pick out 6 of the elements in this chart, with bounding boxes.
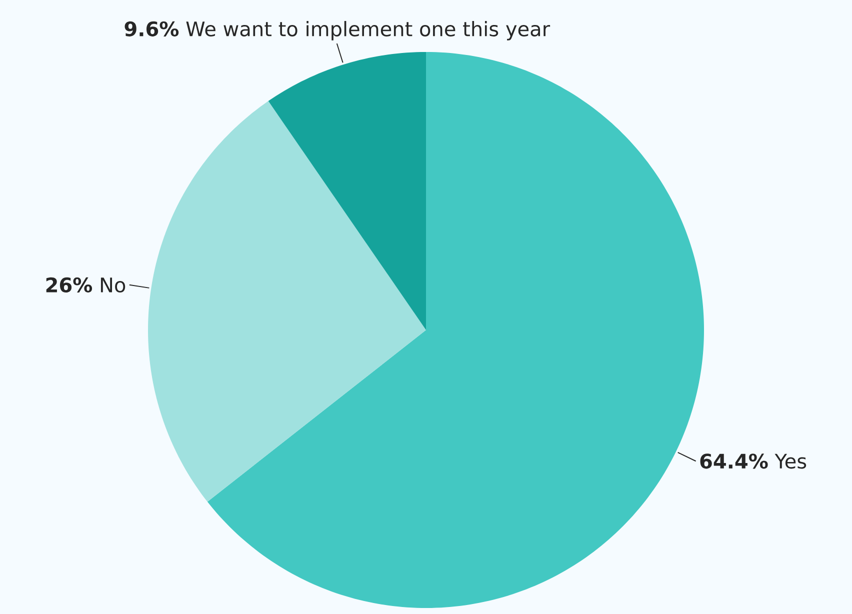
data-label: 64.4%: [700, 454, 768, 469]
slice-label: We want to implement one this year: [186, 20, 550, 40]
slice-label: Yes: [774, 454, 806, 469]
slice-label: No: [100, 278, 126, 292]
data-label: 26%: [46, 277, 92, 292]
data-label: 9.6%: [124, 21, 179, 36]
